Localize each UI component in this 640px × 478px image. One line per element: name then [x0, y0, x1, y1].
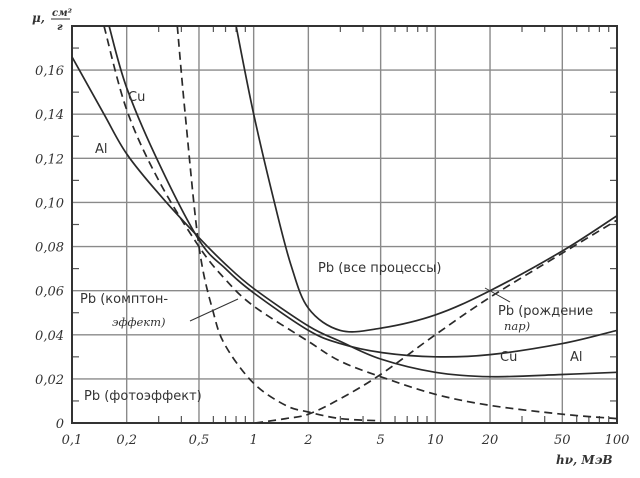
curve-pb-комптон-эффект [103, 26, 617, 420]
x-axis-title: hν, МэВ [556, 453, 613, 467]
y-tick-label: 0,10 [35, 196, 64, 211]
curve-al [72, 56, 617, 378]
label-pb-pair-line2: пар) [504, 319, 530, 333]
leader-pb-pair [484, 287, 511, 303]
x-tick-label: 20 [481, 433, 499, 448]
y-tick-label: 0,12 [35, 152, 64, 167]
y-tick-label: 0 [56, 417, 64, 432]
x-tick-label: 50 [554, 433, 571, 448]
x-tick-label: 1 [250, 433, 258, 448]
label-pb-photo: Pb (фотоэффект) [84, 389, 202, 404]
x-axis-tick-labels: 0,1 0,2 0,5 1 2 5 10 20 50 100 [62, 433, 630, 448]
label-cu-right: Cu [500, 350, 517, 365]
label-al-top: Al [95, 142, 108, 157]
x-tick-label: 5 [377, 433, 385, 448]
curve-pb-рождение-пар [255, 219, 617, 423]
curve-pb-все-процессы [235, 26, 617, 333]
label-pb-pair-line1: Pb (рождение [498, 304, 593, 319]
x-tick-label: 2 [303, 433, 312, 448]
y-axis-title-denominator: г [57, 22, 63, 33]
y-tick-label: 0,02 [35, 373, 64, 388]
curve-pb-фотоэффект [176, 26, 381, 422]
y-axis-title-mu: μ, [32, 11, 45, 25]
label-pb-all: Pb (все процессы) [318, 261, 441, 276]
plot-frame [71, 25, 618, 424]
leader-pb-compton [189, 298, 239, 322]
curves [72, 26, 617, 423]
x-tick-label: 10 [427, 433, 444, 448]
x-tick-label: 0,5 [189, 433, 210, 448]
y-tick-label: 0,08 [35, 241, 64, 256]
x-tick-label: 0,2 [116, 433, 137, 448]
y-tick-label: 0,06 [35, 285, 64, 300]
y-tick-label: 0,04 [35, 329, 64, 344]
grid [72, 26, 617, 423]
x-tick-label: 100 [605, 433, 630, 448]
y-tick-label: 0,14 [35, 108, 64, 123]
y-tick-label: 0,16 [35, 64, 64, 79]
y-axis-title-numerator: см² [52, 8, 73, 19]
label-cu-top: Cu [128, 90, 145, 105]
label-al-right: Al [570, 350, 583, 365]
y-axis-tick-labels: 0 0,02 0,04 0,06 0,08 0,10 0,12 0,14 0,16 [35, 64, 64, 432]
x-tick-label: 0,1 [62, 433, 83, 448]
curve-cu [108, 26, 617, 358]
label-pb-compton-line1: Pb (комптон- [80, 292, 168, 307]
label-pb-compton-line2: эффект) [112, 315, 166, 329]
